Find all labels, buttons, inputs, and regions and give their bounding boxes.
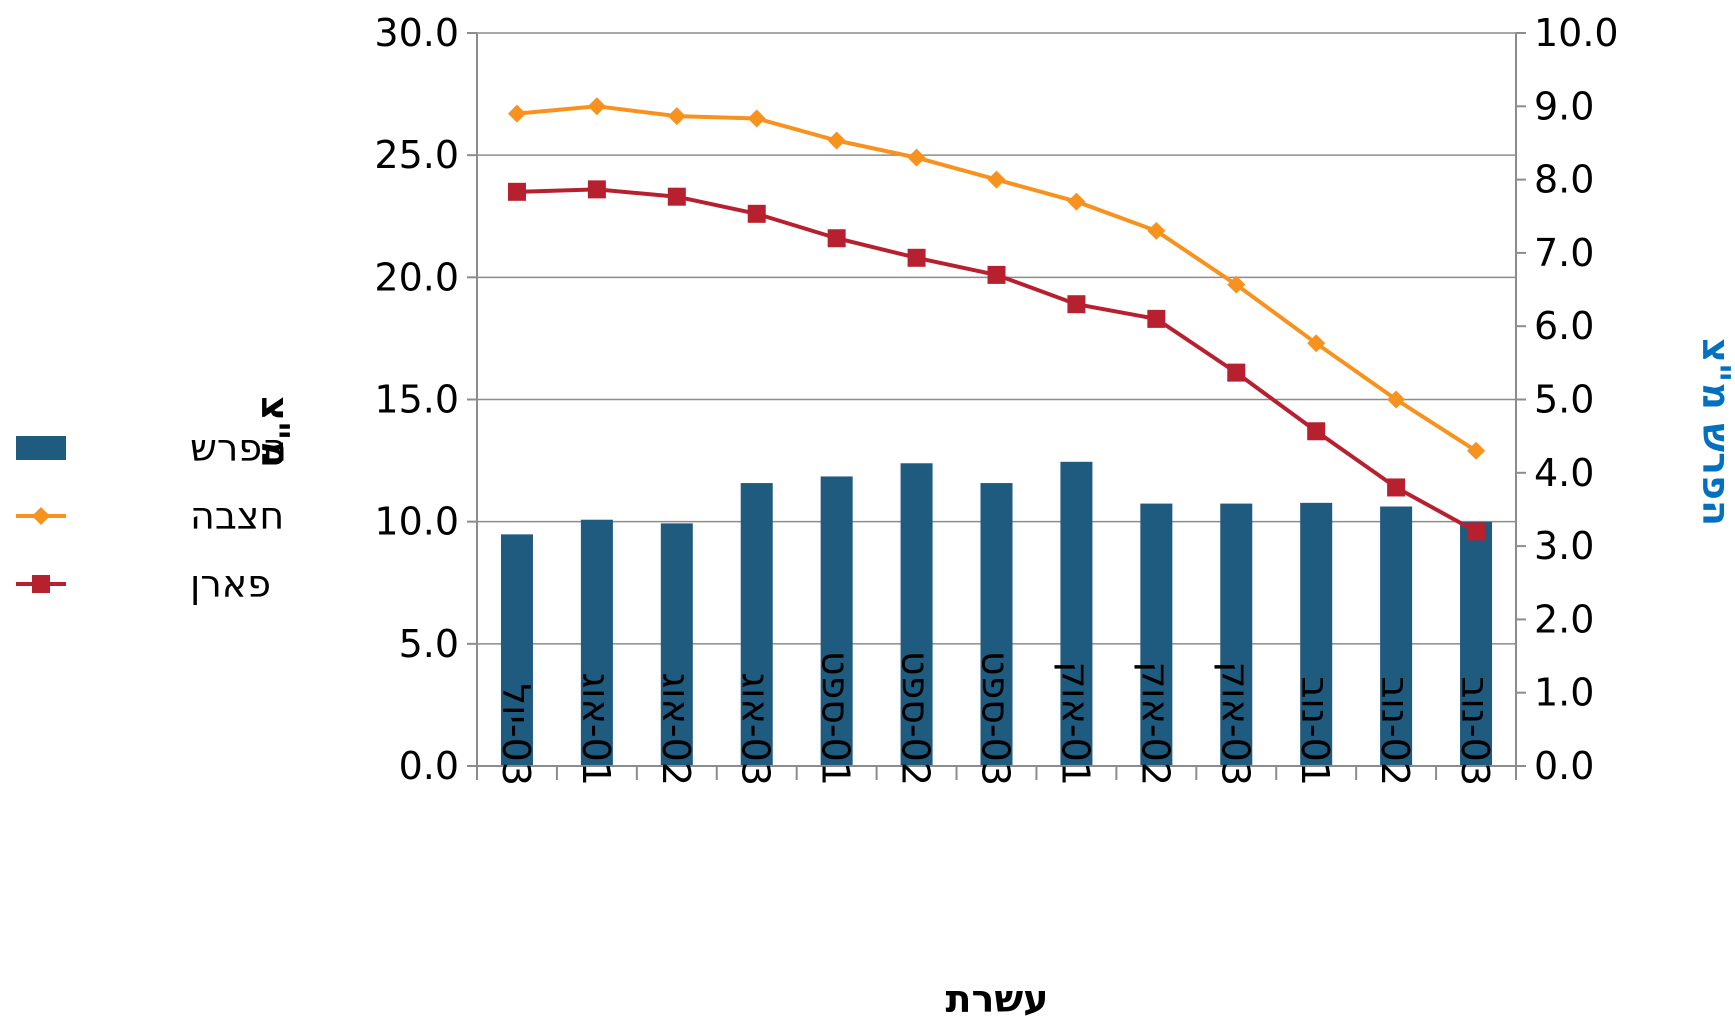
y-left-tick-label: 5.0 [399, 622, 459, 666]
y-axis-right-ticks: 0.0 1.0 2.0 3.0 4.0 5.0 6.0 7.0 8.0 9.0 10.0 [1534, 11, 1619, 788]
x-tick-label: 03-יול [494, 683, 538, 786]
y-left-tick-label: 15.0 [374, 378, 459, 422]
line-point [507, 104, 526, 123]
line-point [827, 131, 846, 150]
y-right-tick-label: 7.0 [1534, 231, 1594, 275]
y-left-tick-label: 0.0 [399, 744, 459, 788]
line-point [667, 187, 686, 206]
y-right-tick-label: 1.0 [1534, 671, 1594, 715]
legend-label: הפרש [190, 426, 287, 470]
x-tick-label: 03-ספט [974, 651, 1018, 786]
y-axis-right-label: הפרש מ"צ [1694, 338, 1735, 526]
legend-label: פארן [190, 562, 271, 606]
bar-series-diff [500, 461, 1493, 766]
x-axis-label: עשרת [946, 977, 1049, 1021]
line-point [667, 107, 686, 126]
legend-marker [32, 507, 50, 525]
bar [1460, 521, 1493, 766]
line-point [827, 229, 846, 248]
bar [820, 476, 853, 766]
x-tick-label: 03-אוג [734, 673, 778, 787]
line-point [1147, 309, 1166, 328]
y-right-tick-label: 8.0 [1534, 158, 1594, 202]
x-tick-label: 03-אוק [1213, 661, 1257, 786]
x-tick-label: 01-אוג [574, 673, 618, 787]
y-left-tick-label: 25.0 [374, 133, 459, 177]
line-point [1467, 522, 1486, 541]
y-left-tick-label: 30.0 [374, 11, 459, 55]
line-series [507, 97, 1486, 541]
legend-marker [32, 575, 50, 593]
line-point [587, 180, 606, 199]
bar [1140, 503, 1173, 766]
x-tick-label: 01-ספט [814, 651, 858, 786]
bar [980, 483, 1013, 766]
x-tick-label: 02-ספט [894, 651, 938, 786]
line-point [747, 109, 766, 128]
bar [900, 463, 933, 766]
y-right-tick-label: 0.0 [1534, 744, 1594, 788]
line-point [1067, 295, 1086, 314]
legend-label: חצבה [190, 494, 284, 538]
legend: הפרש חצבה פארן [16, 426, 287, 606]
line-point [1227, 363, 1246, 382]
bar [740, 483, 773, 766]
y-axis-left-label: מ"צ [253, 396, 297, 468]
y-axis-left-ticks: 0.0 5.0 10.0 15.0 20.0 25.0 30.0 [374, 11, 459, 788]
x-tick-label: 02-נוב [1373, 676, 1417, 786]
line-point [747, 204, 766, 223]
line-point [1147, 221, 1166, 240]
line-point [1067, 192, 1086, 211]
line-point [1227, 275, 1246, 294]
legend-item: הפרש [16, 426, 287, 470]
bar [660, 523, 693, 766]
y-right-tick-label: 5.0 [1534, 378, 1594, 422]
bar [580, 519, 613, 766]
y-right-tick-label: 2.0 [1534, 597, 1594, 641]
line-point [1387, 478, 1406, 497]
line-point [1307, 422, 1326, 441]
x-axis-categories: 03-יול 01-אוג 02-אוג 03-אוג 01-ספט 02-ספט 03-ס… [494, 651, 1497, 786]
gridlines [477, 32, 1516, 645]
y-right-tick-label: 4.0 [1534, 451, 1594, 495]
legend-swatch [16, 436, 66, 460]
bar [1060, 461, 1093, 766]
line-point [907, 148, 926, 167]
x-tick-label: 01-אוק [1053, 661, 1097, 786]
line-point [987, 170, 1006, 189]
bar [500, 534, 533, 766]
x-tick-label: 02-אוק [1133, 661, 1177, 786]
bar [1300, 502, 1333, 766]
line-point [1307, 334, 1326, 353]
bar [1220, 503, 1253, 766]
line-point [507, 182, 526, 201]
y-right-tick-label: 9.0 [1534, 84, 1594, 128]
legend-item: פארן [16, 562, 271, 606]
y-left-tick-label: 10.0 [374, 500, 459, 544]
x-tick-label: 02-אוג [654, 673, 698, 787]
line-point [1467, 441, 1486, 460]
line-series [516, 187, 1478, 534]
y-left-tick-label: 20.0 [374, 255, 459, 299]
x-tick-label: 01-נוב [1293, 676, 1337, 786]
axes [467, 32, 1526, 780]
line-point [907, 248, 926, 267]
y-right-tick-label: 10.0 [1534, 11, 1619, 55]
bar [1380, 506, 1413, 766]
line-point [587, 97, 606, 116]
legend-item: חצבה [16, 494, 284, 538]
line-point [1387, 390, 1406, 409]
y-right-tick-label: 3.0 [1534, 524, 1594, 568]
x-tick-label: 03-נוב [1453, 676, 1497, 786]
y-right-tick-label: 6.0 [1534, 304, 1594, 348]
line-point [987, 265, 1006, 284]
